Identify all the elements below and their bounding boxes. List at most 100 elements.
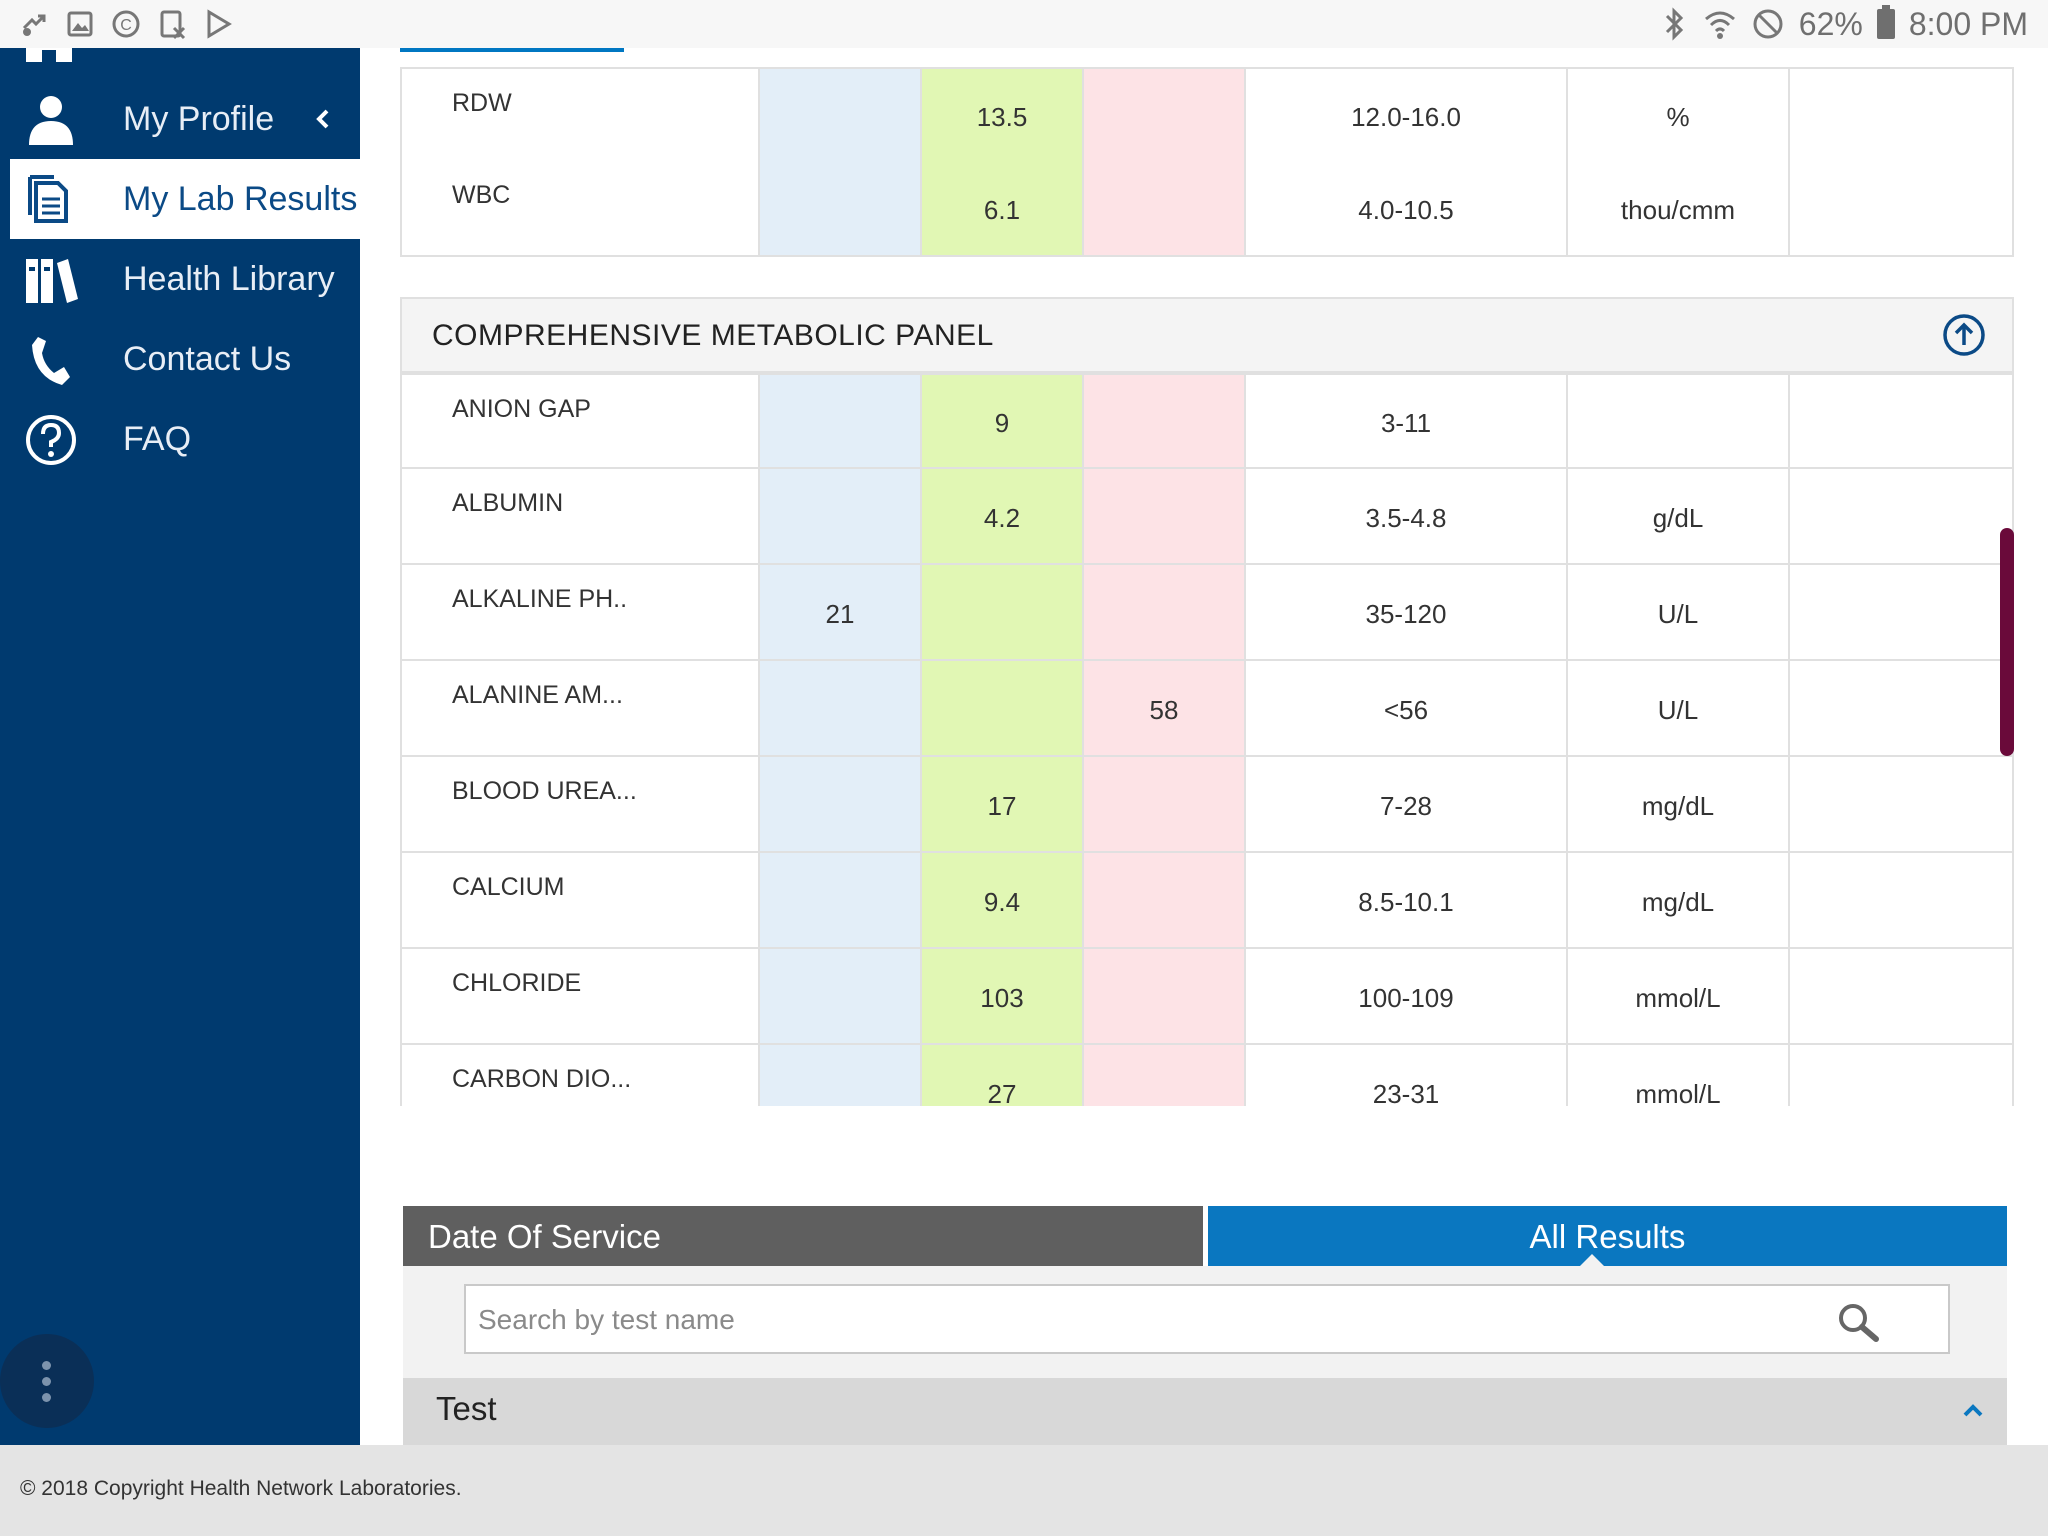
- low-value-cell: [758, 69, 920, 161]
- table-row[interactable]: BLOOD UREA... 17 7-28 mg/dL: [400, 757, 2014, 853]
- reference-range-cell: 3-11: [1244, 375, 1566, 467]
- search-box[interactable]: [464, 1284, 1950, 1354]
- high-value-cell: [1082, 565, 1244, 659]
- normal-value-cell: 6.1: [920, 161, 1082, 255]
- high-value: [1084, 375, 1244, 467]
- test-section-header[interactable]: Test: [403, 1378, 2007, 1445]
- reference-range: 3-11: [1380, 407, 1432, 438]
- low-value-cell: [758, 375, 920, 467]
- flag-cell-cell: [1788, 853, 2012, 947]
- table-row[interactable]: RDW 13.5 12.0-16.0%: [400, 67, 2014, 163]
- normal-value: 9.4: [983, 886, 1021, 917]
- tab-all-results[interactable]: All Results: [1208, 1206, 2007, 1266]
- phone-icon: [32, 337, 70, 385]
- unit-cell: U/L: [1566, 565, 1788, 659]
- active-tab-caret: [1580, 1254, 1604, 1266]
- app-notification-icon: [22, 14, 46, 36]
- test-name-cell: ALKALINE PH..: [402, 565, 758, 659]
- more-options-button[interactable]: [0, 1334, 94, 1428]
- low-value-cell: [758, 853, 920, 947]
- table-row[interactable]: ALANINE AM... 58 <56 U/L: [400, 661, 2014, 757]
- flag-cell-cell: [1788, 565, 2012, 659]
- test-name: CARBON DIO...: [452, 1065, 632, 1093]
- tab-label: All Results: [1529, 1218, 1686, 1255]
- reference-range-cell: 7-28: [1244, 757, 1566, 851]
- high-value-cell: [1082, 1045, 1244, 1106]
- low-value-cell: [758, 161, 920, 255]
- flag-cell-cell: [1788, 161, 2012, 255]
- table-row[interactable]: ALBUMIN 4.2 3.5-4.8 g/dL: [400, 469, 2014, 565]
- scrollbar-thumb[interactable]: [2000, 528, 2014, 756]
- play-store-icon: [207, 9, 232, 39]
- sidebar-item-faq[interactable]: FAQ: [10, 399, 360, 479]
- high-value-cell: [1082, 161, 1244, 255]
- tab-label: Date Of Service: [428, 1218, 661, 1255]
- low-value-cell: [758, 1045, 920, 1106]
- normal-value-cell: 27: [920, 1045, 1082, 1106]
- chevron-left-icon[interactable]: [310, 103, 334, 135]
- test-name: ANION GAP: [452, 395, 591, 423]
- sidebar-item-my-lab-results[interactable]: My Lab Results: [10, 159, 360, 239]
- low-value-cell: [758, 757, 920, 851]
- table-row[interactable]: WBC 6.1 4.0-10.5 thou/cmm: [400, 161, 2014, 257]
- low-value: [760, 949, 920, 1043]
- test-name-cell: CALCIUM: [402, 853, 758, 947]
- high-value-cell: [1082, 949, 1244, 1043]
- sidebar-item-health-library[interactable]: Health Library: [10, 239, 360, 319]
- dot: [42, 1393, 51, 1402]
- reference-range: 8.5-10.1: [1358, 886, 1454, 917]
- high-value: [1084, 565, 1244, 659]
- footer: © 2018 Copyright Health Network Laborato…: [0, 1445, 2048, 1536]
- normal-value-cell: 9: [920, 375, 1082, 467]
- test-name: WBC: [452, 181, 511, 209]
- tab-date-of-service[interactable]: Date Of Service: [403, 1206, 1203, 1266]
- panel-table-viewport[interactable]: ANION GAP 9 3-11 ALBUMIN 4.2 3.5-4.8 g/dL ALKAL…: [400, 373, 2014, 1106]
- gallery-icon: [67, 11, 93, 37]
- test-name-cell: CHLORIDE: [402, 949, 758, 1043]
- high-value-cell: [1082, 469, 1244, 563]
- high-value-cell: [1082, 853, 1244, 947]
- flag-cell-cell: [1788, 1045, 2012, 1106]
- copyright-text: © 2018 Copyright Health Network Laborato…: [20, 1477, 462, 1500]
- unit: [1568, 375, 1788, 467]
- normal-value-cell: 4.2: [920, 469, 1082, 563]
- reference-range-cell: 4.0-10.5: [1244, 161, 1566, 255]
- high-value: [1084, 469, 1244, 563]
- reference-range: <56: [1383, 694, 1429, 725]
- sidebar-item-label: My Profile: [123, 99, 275, 138]
- home-icon[interactable]: [26, 48, 72, 62]
- high-value: [1084, 949, 1244, 1043]
- test-name: RDW: [452, 89, 512, 117]
- search-icon[interactable]: [1836, 1302, 1880, 1342]
- panel-header[interactable]: COMPREHENSIVE METABOLIC PANEL: [400, 297, 2014, 373]
- reference-range-cell: 3.5-4.8: [1244, 469, 1566, 563]
- flag-cell-cell: [1788, 69, 2012, 161]
- normal-value: 13.5: [976, 101, 1028, 132]
- sidebar-item-contact-us[interactable]: Contact Us: [10, 319, 360, 399]
- normal-value-cell: 9.4: [920, 853, 1082, 947]
- table-row[interactable]: ALKALINE PH.. 21 35-120 U/L: [400, 565, 2014, 661]
- reference-range: 3.5-4.8: [1365, 502, 1447, 533]
- low-value: [760, 469, 920, 563]
- unit: %: [1666, 101, 1690, 132]
- reference-range: 23-31: [1372, 1078, 1440, 1107]
- unit-cell: mg/dL: [1566, 757, 1788, 851]
- unit: mg/dL: [1641, 790, 1715, 821]
- panel-title: COMPREHENSIVE METABOLIC PANEL: [432, 319, 994, 352]
- unit-cell: mmol/L: [1566, 1045, 1788, 1106]
- unit: mg/dL: [1641, 886, 1715, 917]
- normal-value: 9: [994, 407, 1010, 438]
- flag-cell-cell: [1788, 661, 2012, 755]
- chevron-up-icon[interactable]: [1961, 1400, 1985, 1420]
- collapse-up-icon[interactable]: [1942, 313, 1986, 357]
- reference-range-cell: <56: [1244, 661, 1566, 755]
- sidebar-item-my-profile[interactable]: My Profile: [10, 79, 360, 159]
- reference-range: 12.0-16.0: [1351, 101, 1461, 132]
- table-row[interactable]: CALCIUM 9.4 8.5-10.1 mg/dL: [400, 853, 2014, 949]
- test-name: CHLORIDE: [452, 969, 582, 997]
- high-value: [1084, 757, 1244, 851]
- table-row[interactable]: CARBON DIO... 27 23-31 mmol/L: [400, 1045, 2014, 1106]
- table-row[interactable]: CHLORIDE 103 100-109 mmol/L: [400, 949, 2014, 1045]
- table-row[interactable]: ANION GAP 9 3-11: [400, 373, 2014, 469]
- search-input[interactable]: [478, 1296, 1858, 1344]
